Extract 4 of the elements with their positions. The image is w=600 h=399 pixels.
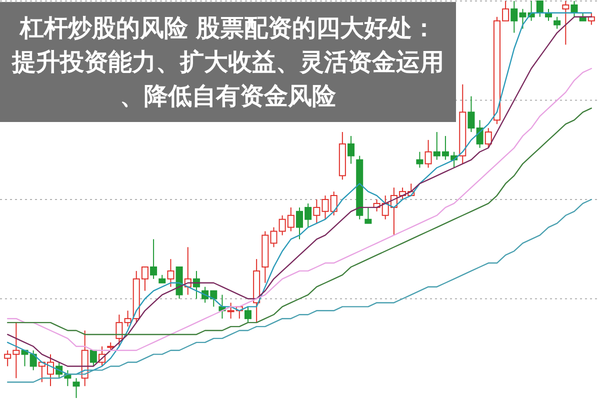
text: 杠杆炒股的风险 股票配资的四大好处：提升投资能力、扩大收益、灵活资金运用、降低自有资金风险 bbox=[11, 14, 444, 110]
candlestick bbox=[192, 270, 200, 300]
candlestick bbox=[253, 258, 260, 324]
candlestick bbox=[348, 135, 355, 164]
